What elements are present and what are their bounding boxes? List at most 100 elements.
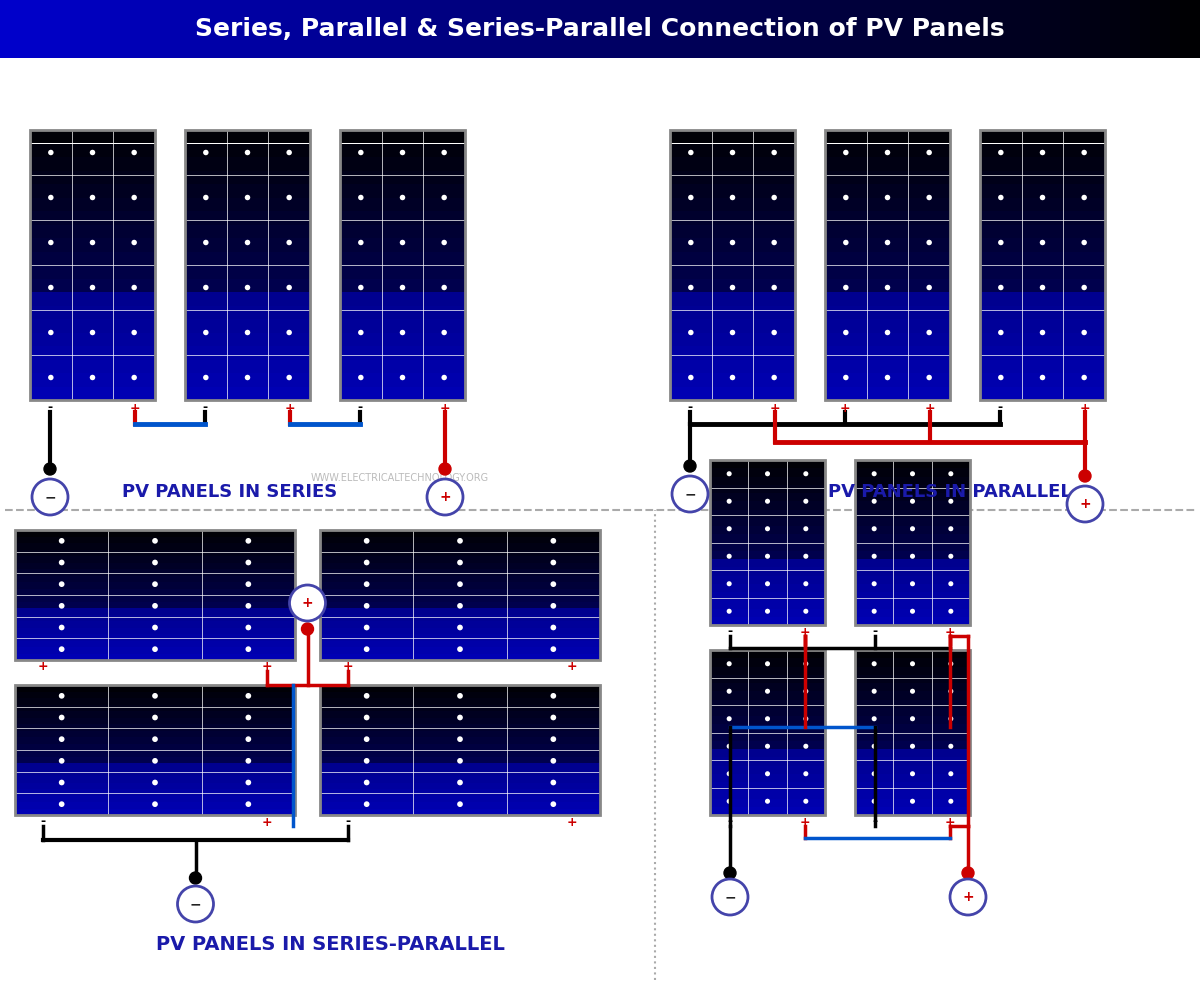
Circle shape [246, 646, 251, 652]
Bar [14, 750, 295, 756]
Bar [14, 737, 295, 743]
Bar [980, 319, 1105, 332]
Bar [185, 225, 310, 238]
Bar [1140, 0, 1152, 58]
Bar [710, 0, 722, 58]
Circle shape [442, 330, 446, 335]
Bar [320, 782, 600, 789]
Bar [710, 708, 826, 716]
Bar [30, 360, 155, 373]
Text: +: + [439, 490, 451, 504]
Bar [320, 562, 600, 569]
Circle shape [871, 744, 877, 749]
Bar [826, 225, 950, 238]
Circle shape [871, 471, 877, 476]
Bar [856, 757, 970, 766]
Bar [320, 608, 600, 614]
Bar [826, 306, 950, 319]
Bar [570, 0, 582, 58]
Bar [14, 692, 295, 698]
Bar [100, 0, 112, 58]
Circle shape [724, 867, 736, 879]
Bar [670, 278, 796, 292]
Bar [710, 493, 826, 501]
Circle shape [152, 693, 158, 699]
Text: −: − [684, 487, 696, 501]
Bar [410, 0, 422, 58]
Circle shape [926, 375, 932, 380]
Bar [30, 306, 155, 319]
Circle shape [1081, 330, 1087, 335]
Circle shape [457, 603, 463, 609]
Bar [30, 332, 155, 346]
Bar [20, 0, 32, 58]
Circle shape [727, 661, 732, 666]
Bar [340, 386, 466, 400]
Bar [14, 569, 295, 576]
Circle shape [152, 625, 158, 630]
Circle shape [457, 625, 463, 630]
Circle shape [1039, 195, 1045, 200]
Bar [430, 0, 442, 58]
Bar [980, 278, 1105, 292]
Circle shape [948, 471, 953, 476]
Bar [510, 0, 522, 58]
Bar [856, 691, 970, 700]
Bar [320, 802, 600, 808]
Bar [1100, 0, 1112, 58]
Bar [700, 0, 712, 58]
Bar [856, 592, 970, 600]
Bar [670, 130, 796, 143]
Bar [420, 0, 432, 58]
Bar [950, 0, 962, 58]
Bar [826, 360, 950, 373]
Bar [856, 542, 970, 551]
Circle shape [844, 330, 848, 335]
Circle shape [684, 460, 696, 472]
Circle shape [727, 471, 732, 476]
Bar [940, 0, 952, 58]
Bar [30, 386, 155, 400]
Circle shape [203, 150, 209, 155]
Bar [856, 798, 970, 807]
Bar [710, 782, 826, 790]
Bar [14, 730, 295, 737]
Circle shape [1081, 375, 1087, 380]
Bar [856, 741, 970, 749]
Bar [826, 170, 950, 184]
Circle shape [730, 195, 736, 200]
Circle shape [245, 195, 251, 200]
Circle shape [910, 689, 916, 694]
Bar [30, 157, 155, 170]
Bar [960, 0, 972, 58]
Bar [320, 711, 600, 718]
Bar [710, 584, 826, 592]
Bar [90, 0, 102, 58]
Circle shape [871, 581, 877, 586]
Bar [1030, 0, 1042, 58]
Bar [856, 551, 970, 559]
Bar [826, 346, 950, 360]
Circle shape [803, 771, 809, 776]
Bar [856, 807, 970, 815]
Bar [980, 386, 1105, 400]
Circle shape [948, 799, 953, 804]
Text: -: - [872, 816, 877, 828]
Circle shape [152, 603, 158, 609]
Bar [670, 184, 796, 198]
Bar [340, 157, 466, 170]
Text: PV PANELS IN PARALLEL: PV PANELS IN PARALLEL [828, 483, 1072, 501]
Bar [110, 0, 122, 58]
Bar [826, 278, 950, 292]
Bar [340, 360, 466, 373]
Bar [340, 251, 466, 265]
Bar [14, 808, 295, 815]
Circle shape [998, 285, 1003, 290]
Bar [856, 658, 970, 666]
Bar [980, 292, 1105, 306]
Circle shape [688, 375, 694, 380]
Bar [185, 170, 310, 184]
Circle shape [844, 240, 848, 245]
Circle shape [364, 736, 370, 742]
Text: -: - [727, 816, 732, 828]
